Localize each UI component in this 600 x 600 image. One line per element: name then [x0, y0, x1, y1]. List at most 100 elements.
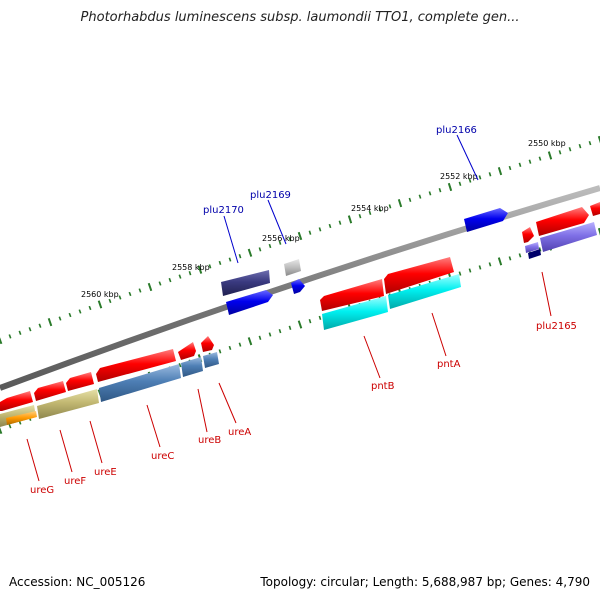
gene-arrow-pntB[interactable] — [320, 279, 384, 311]
gene-label-plu2169[interactable]: plu2169 — [250, 190, 291, 201]
minor-tick — [278, 240, 282, 245]
kbp-label-2558: 2558 kbp — [172, 263, 210, 272]
minor-tick — [428, 191, 432, 196]
minor-tick — [578, 143, 582, 149]
minor-tick — [18, 330, 22, 335]
minor-tick — [28, 327, 32, 332]
minor-tick — [78, 309, 82, 314]
minor-tick — [118, 295, 122, 300]
gene-block-cyan-right[interactable] — [388, 274, 461, 309]
kbp-label-2552: 2552 kbp — [440, 172, 478, 181]
gene-label-pntA[interactable]: pntA — [437, 359, 461, 370]
gene-arrow-navy-upper[interactable] — [221, 270, 270, 296]
leader-plu2170 — [223, 215, 239, 264]
minor-tick — [368, 210, 372, 216]
gene-label-plu2170[interactable]: plu2170 — [203, 205, 244, 216]
major-tick — [247, 337, 253, 346]
gene-label-ureE[interactable]: ureE — [94, 467, 117, 478]
map-title: Photorhabdus luminescens subsp. laumondi… — [80, 10, 520, 25]
gene-arrow-fwd-navy-small[interactable] — [528, 249, 541, 259]
minor-tick — [468, 268, 472, 273]
gene-block-steel-ureA[interactable] — [203, 352, 219, 368]
leader-pntA — [431, 312, 447, 357]
minor-tick — [538, 156, 542, 161]
gene-block-gray[interactable] — [284, 259, 301, 276]
minor-tick — [488, 172, 492, 177]
minor-tick — [458, 271, 462, 276]
minor-tick — [238, 342, 242, 347]
forward-strand-features — [221, 208, 597, 315]
gene-block-khaki-ureEF[interactable] — [37, 389, 99, 419]
minor-tick — [208, 264, 212, 269]
minor-tick — [588, 140, 592, 146]
gene-label-ureG[interactable]: ureG — [30, 485, 54, 496]
gene-label-pntB[interactable]: pntB — [371, 381, 395, 392]
leader-ureB — [197, 388, 208, 433]
gene-arrow-plu2165-b[interactable] — [590, 202, 600, 216]
major-tick — [597, 227, 600, 236]
reverse-gene-labels: plu2165 pntA pntB ureA ureB ureC ureE ur… — [26, 271, 577, 496]
leader-plu2166 — [456, 134, 479, 181]
minor-tick — [528, 159, 532, 164]
gene-label-ureF[interactable]: ureF — [64, 476, 86, 487]
gene-block-purple-right[interactable] — [540, 222, 597, 252]
outer-tick-ruler — [0, 135, 600, 345]
gene-arrow-fwd-purple[interactable] — [525, 242, 539, 253]
major-tick — [547, 151, 553, 160]
gene-arrow-plu2169[interactable] — [291, 279, 305, 294]
minor-tick — [358, 214, 362, 219]
gene-label-ureA[interactable]: ureA — [228, 427, 251, 438]
gene-block-steel-ureB[interactable] — [181, 357, 203, 377]
leader-ureA — [218, 382, 237, 424]
minor-tick — [138, 288, 142, 293]
minor-tick — [438, 188, 442, 193]
minor-tick — [518, 162, 522, 167]
minor-tick — [338, 220, 342, 225]
gene-arrow-plu2166[interactable] — [464, 208, 508, 232]
minor-tick — [228, 257, 232, 262]
gene-arrow-ureE[interactable] — [66, 372, 94, 391]
gene-arrow-ureA[interactable] — [201, 336, 214, 352]
major-tick — [497, 166, 503, 176]
gene-label-plu2166[interactable]: plu2166 — [436, 125, 477, 136]
minor-tick — [228, 345, 232, 351]
gene-block-cyan-left[interactable] — [322, 296, 388, 330]
minor-tick — [158, 281, 162, 286]
leader-plu2165 — [541, 271, 552, 317]
minor-tick — [268, 243, 272, 249]
gene-label-ureC[interactable]: ureC — [151, 451, 174, 462]
gene-label-ureB[interactable]: ureB — [198, 435, 221, 446]
gene-arrow-red-small-right[interactable] — [522, 227, 534, 243]
minor-tick — [508, 256, 512, 261]
gene-arrow-ureC[interactable] — [96, 349, 176, 382]
minor-tick — [388, 204, 392, 209]
leader-plu2169 — [267, 199, 287, 245]
gene-arrow-pntA[interactable] — [384, 257, 454, 294]
leader-ureE — [89, 420, 103, 464]
minor-tick — [108, 298, 112, 304]
minor-tick — [568, 147, 572, 152]
minor-tick — [218, 349, 222, 354]
gene-arrow-ureF[interactable] — [34, 381, 66, 401]
minor-tick — [318, 227, 322, 232]
gene-arrow-ureG[interactable] — [0, 391, 33, 411]
minor-tick — [178, 274, 182, 279]
minor-tick — [378, 207, 382, 212]
minor-tick — [38, 323, 42, 328]
gene-block-orange[interactable] — [6, 411, 37, 425]
minor-tick — [288, 237, 292, 242]
minor-tick — [168, 277, 172, 283]
kbp-label-2556: 2556 kbp — [262, 234, 300, 243]
gene-arrow-plu2170[interactable] — [226, 290, 273, 315]
major-tick — [297, 320, 303, 329]
genome-summary-text: Topology: circular; Length: 5,688,987 bp… — [260, 575, 590, 589]
minor-tick — [68, 312, 72, 318]
kbp-label-2550: 2550 kbp — [528, 139, 566, 148]
gene-arrow-ureB[interactable] — [178, 342, 196, 360]
forward-gene-labels: plu2166 plu2169 plu2170 — [203, 125, 479, 264]
major-tick — [147, 282, 153, 292]
gene-arrow-plu2165-a[interactable] — [536, 207, 589, 236]
gene-label-plu2165[interactable]: plu2165 — [536, 321, 577, 332]
gene-block-steel-ureC[interactable] — [99, 364, 181, 402]
